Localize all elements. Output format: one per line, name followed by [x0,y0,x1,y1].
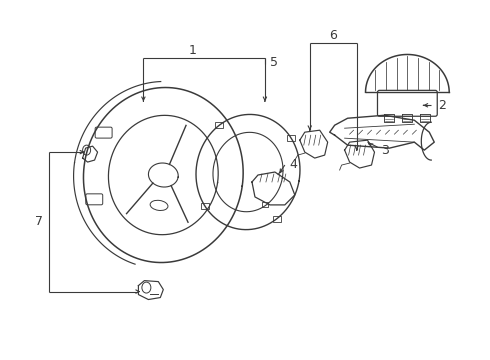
Text: 3: 3 [382,144,390,157]
Text: 5: 5 [270,56,278,69]
Text: 2: 2 [438,99,446,112]
Text: 4: 4 [289,158,297,171]
Text: 6: 6 [329,29,337,42]
Text: 1: 1 [188,44,196,57]
Text: 7: 7 [35,215,43,228]
